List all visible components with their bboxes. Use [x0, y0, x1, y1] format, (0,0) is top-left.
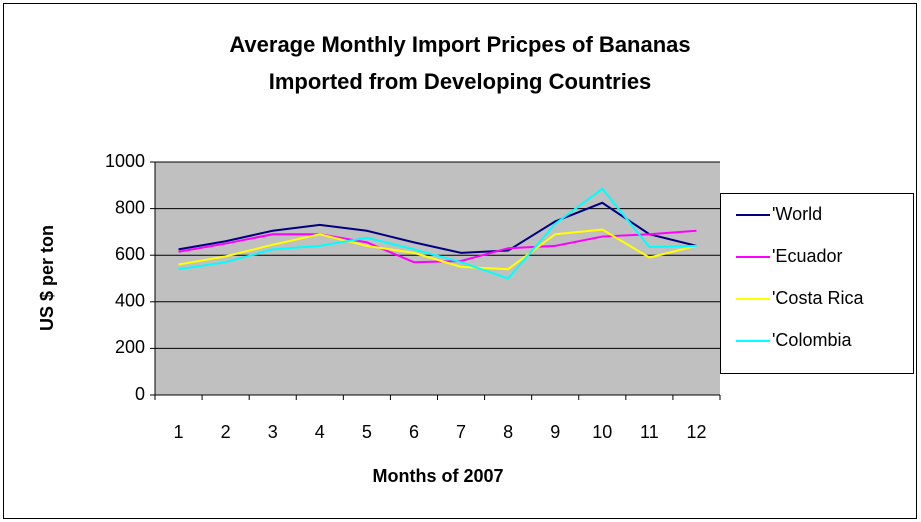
x-tick-label: 3 — [268, 422, 278, 442]
x-tick-label: 10 — [592, 422, 612, 442]
legend — [720, 193, 914, 374]
x-tick-label: 8 — [503, 422, 513, 442]
legend-label: 'Colombia — [772, 330, 852, 350]
y-tick-label: 0 — [135, 384, 145, 404]
legend-label: 'Costa Rica — [772, 288, 864, 308]
y-tick-label: 1000 — [105, 151, 145, 171]
x-tick-label: 5 — [362, 422, 372, 442]
y-tick-label: 200 — [115, 337, 145, 357]
series-line — [178, 201, 697, 254]
series-line — [178, 187, 697, 280]
y-tick-label: 600 — [115, 244, 145, 264]
legend-label: 'World — [772, 204, 822, 224]
y-tick-label: 400 — [115, 291, 145, 311]
x-tick-label: 11 — [640, 422, 659, 442]
x-tick-label: 4 — [315, 422, 325, 442]
y-axis-label: US $ per ton — [37, 225, 57, 331]
series-line — [178, 228, 697, 271]
chart-title: Imported from Developing Countries — [269, 69, 652, 94]
legend-label: 'Ecuador — [772, 246, 842, 266]
x-tick-label: 6 — [409, 422, 419, 442]
plot-area — [155, 162, 720, 395]
x-axis-label: Months of 2007 — [372, 466, 503, 486]
x-tick-label: 2 — [221, 422, 231, 442]
x-tick-label: 7 — [456, 422, 466, 442]
y-tick-label: 800 — [115, 197, 145, 217]
series-line — [178, 229, 697, 264]
x-tick-label: 12 — [686, 422, 706, 442]
x-tick-label: 9 — [550, 422, 560, 442]
chart-title: Average Monthly Import Pricpes of Banana… — [229, 32, 690, 57]
x-tick-label: 1 — [174, 422, 184, 442]
